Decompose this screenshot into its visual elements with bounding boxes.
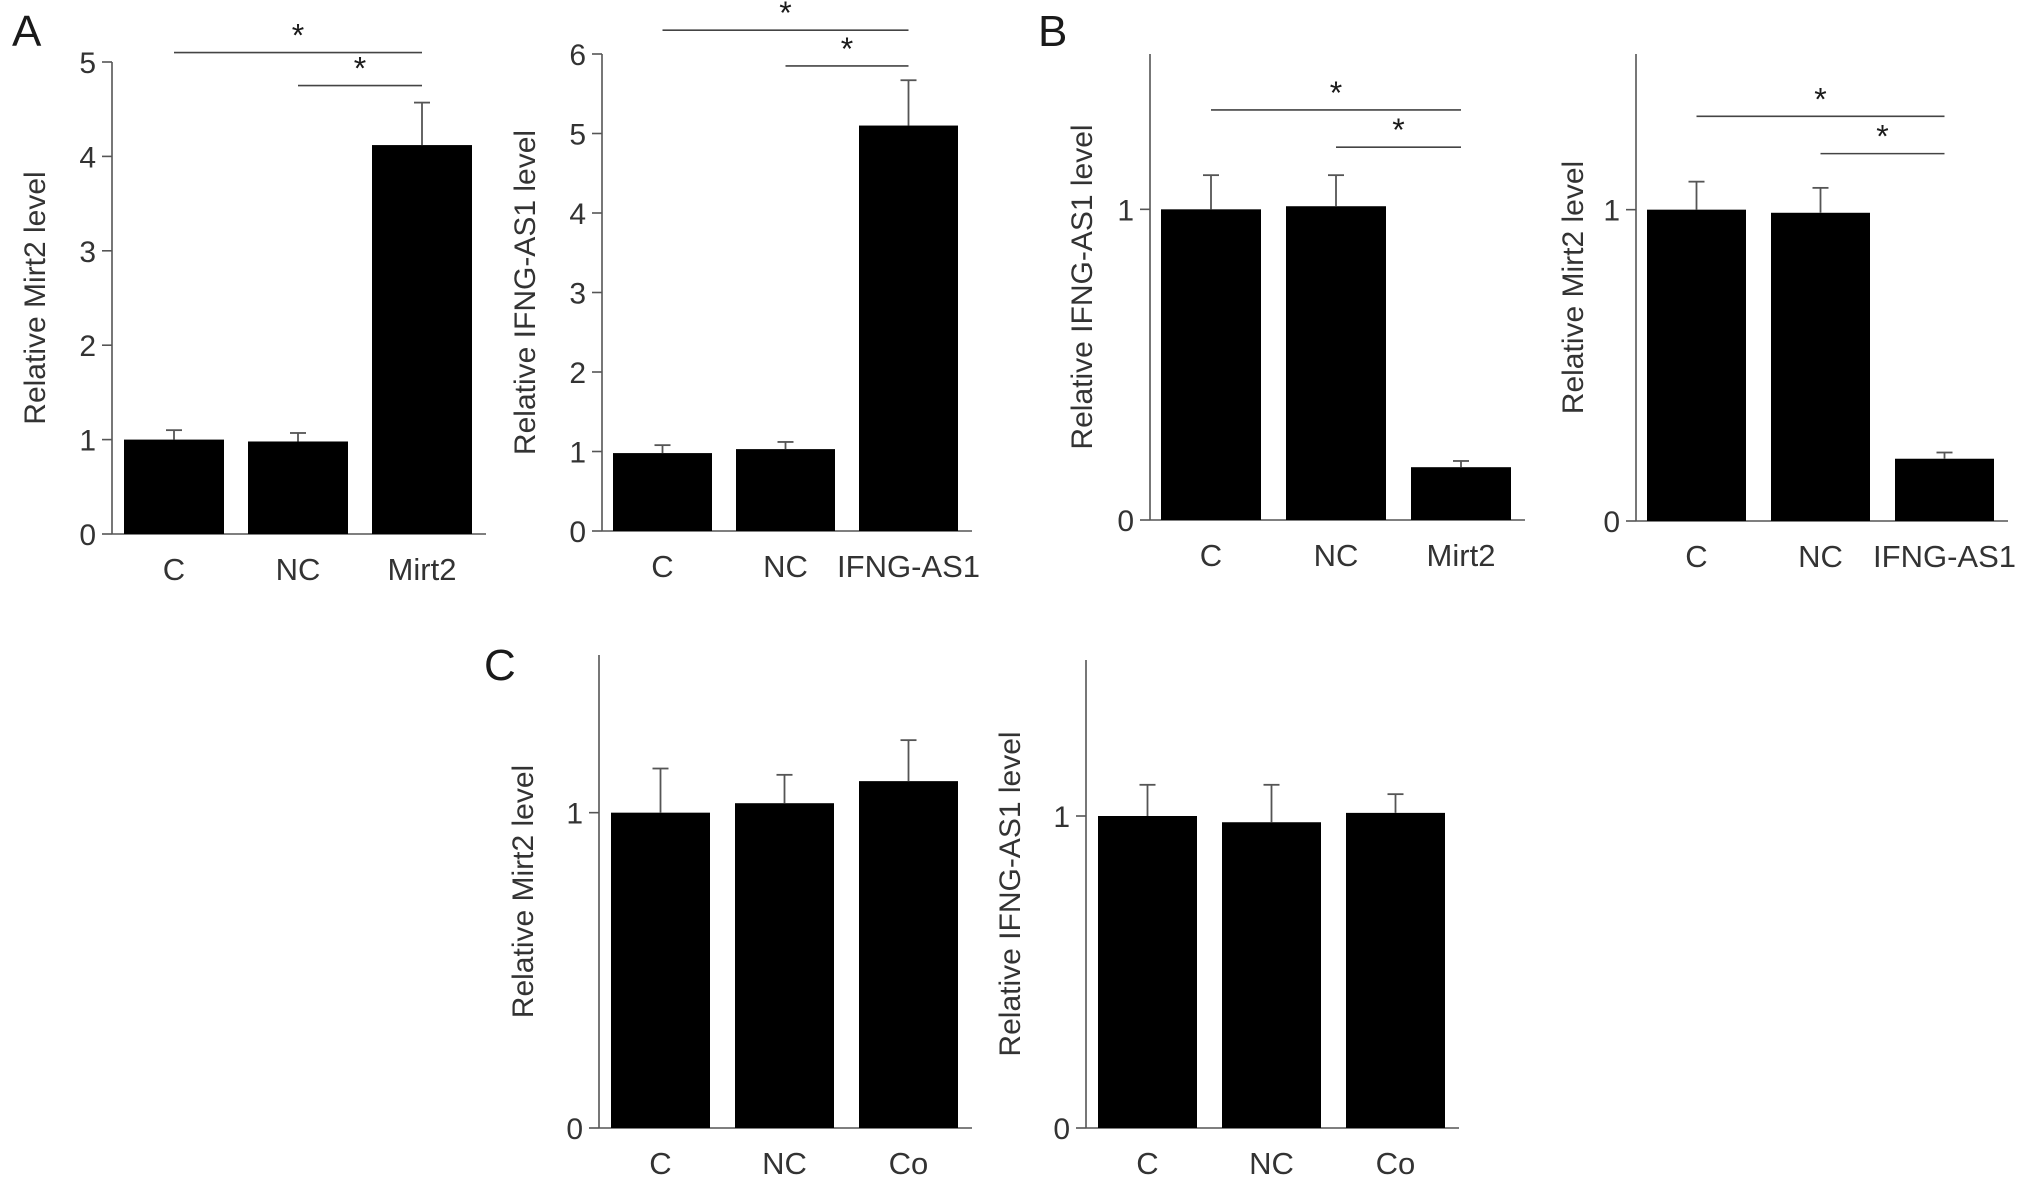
category-label: C: [649, 1146, 671, 1181]
significance-star: *: [1392, 112, 1404, 148]
bar: [1647, 209, 1746, 521]
category-label: Co: [889, 1146, 929, 1181]
y-tick-label: 2: [79, 330, 96, 363]
y-axis-label: Relative Mirt2 level: [507, 765, 540, 1018]
category-label: C: [1685, 539, 1707, 574]
category-label: Co: [1376, 1146, 1416, 1181]
category-label: C: [163, 552, 185, 587]
y-tick-label: 1: [1117, 194, 1134, 227]
y-tick-label: 5: [569, 119, 586, 152]
y-axis-label: Relative Mirt2 level: [19, 171, 52, 424]
y-tick-label: 4: [569, 198, 586, 231]
y-tick-label: 4: [79, 141, 96, 174]
bar: [1895, 458, 1994, 521]
category-label: C: [651, 549, 673, 584]
chart-4: 0 1 Relative Mirt2 level C NC IFNG-AS1 * *: [1557, 54, 2016, 574]
bar: [1098, 816, 1197, 1128]
y-axis-label: Relative IFNG-AS1 level: [509, 130, 542, 455]
category-label: NC: [1798, 539, 1843, 574]
significance-star: *: [354, 51, 366, 87]
y-tick-label: 0: [1117, 505, 1134, 538]
bar: [1411, 467, 1511, 520]
significance-star: *: [1330, 75, 1342, 111]
y-tick-label: 5: [79, 47, 96, 80]
y-tick-label: 2: [569, 357, 586, 390]
y-axis-label: Relative Mirt2 level: [1557, 161, 1590, 414]
bar: [1161, 209, 1261, 521]
chart-6: 0 1 Relative IFNG-AS1 level C NC Co: [994, 660, 1459, 1181]
category-label: C: [1136, 1146, 1158, 1181]
category-label: NC: [763, 549, 808, 584]
chart-5: 0 1 Relative Mirt2 level C NC Co: [507, 655, 972, 1181]
bar: [735, 803, 834, 1128]
y-axis-label: Relative IFNG-AS1 level: [994, 731, 1027, 1056]
category-label: Mirt2: [1427, 538, 1496, 573]
y-tick-label: 0: [1603, 506, 1620, 539]
bar: [372, 145, 472, 534]
y-tick-label: 0: [79, 519, 96, 552]
bar: [1771, 212, 1870, 521]
panel-letter-a: A: [12, 7, 42, 56]
bar: [124, 439, 224, 534]
y-tick-label: 1: [1603, 195, 1620, 228]
bar: [859, 781, 958, 1128]
category-label: NC: [1314, 538, 1359, 573]
chart-3: 0 1 Relative IFNG-AS1 level C NC Mirt2 * *: [1066, 54, 1525, 573]
bar: [248, 441, 348, 534]
y-tick-label: 1: [569, 437, 586, 470]
y-tick-label: 1: [1053, 801, 1070, 834]
category-label: NC: [762, 1146, 807, 1181]
y-tick-label: 0: [566, 1113, 583, 1146]
significance-star: *: [1814, 81, 1826, 117]
chart-2: 0 1 2 3 4 5 6 Relative IFNG-AS1 level C NC IFNG-AS…: [509, 0, 980, 584]
significance-star: *: [1876, 119, 1888, 155]
panel-letter-c: C: [484, 641, 516, 690]
bar: [613, 453, 712, 531]
charts: 0 1 2 3 4 5 Relative Mirt2 level C NC Mirt2 * * 0 1 2 3…: [19, 0, 2016, 1181]
category-label: NC: [1249, 1146, 1294, 1181]
bar: [611, 812, 710, 1128]
y-tick-label: 3: [569, 278, 586, 311]
bar: [859, 125, 958, 532]
significance-star: *: [292, 18, 304, 54]
category-label: Mirt2: [388, 552, 457, 587]
chart-1: 0 1 2 3 4 5 Relative Mirt2 level C NC Mirt2 * *: [19, 18, 486, 587]
y-tick-label: 0: [569, 516, 586, 549]
y-tick-label: 0: [1053, 1113, 1070, 1146]
y-tick-label: 3: [79, 236, 96, 269]
bar: [736, 449, 835, 531]
bar: [1222, 822, 1321, 1128]
y-tick-label: 1: [566, 798, 583, 831]
bar: [1346, 812, 1445, 1128]
y-tick-label: 6: [569, 39, 586, 72]
y-axis-label: Relative IFNG-AS1 level: [1066, 124, 1099, 449]
y-tick-label: 1: [79, 425, 96, 458]
panel-letter-b: B: [1038, 7, 1067, 56]
category-label: IFNG-AS1: [1873, 539, 2016, 574]
significance-star: *: [779, 0, 791, 31]
category-label: NC: [276, 552, 321, 587]
significance-star: *: [841, 31, 853, 67]
category-label: C: [1200, 538, 1222, 573]
bar: [1286, 206, 1386, 520]
category-label: IFNG-AS1: [837, 549, 980, 584]
